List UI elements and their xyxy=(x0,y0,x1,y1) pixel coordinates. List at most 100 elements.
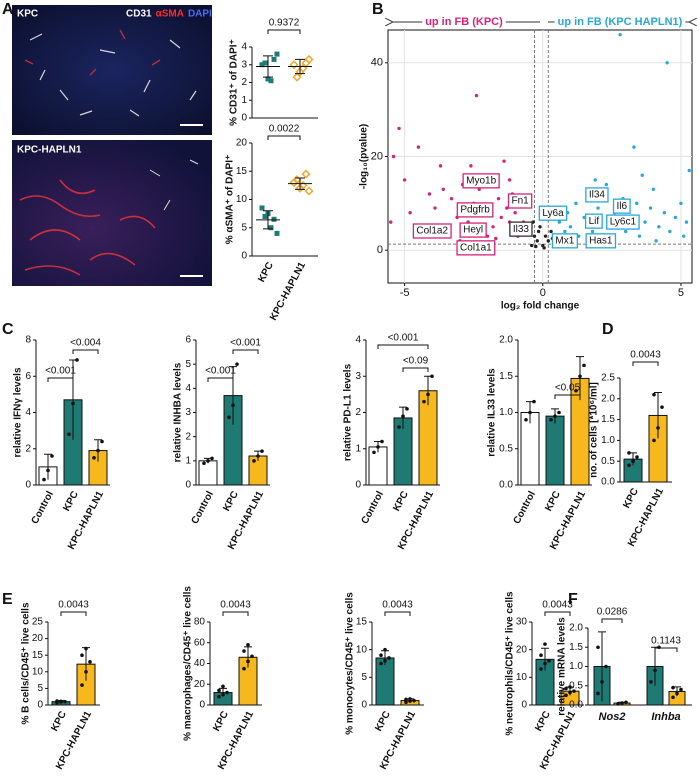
data-point xyxy=(564,686,568,691)
data-point xyxy=(221,692,225,697)
error-bar xyxy=(244,646,252,658)
y-tick-label: 6 xyxy=(25,371,31,382)
data-point xyxy=(246,643,250,647)
y-axis-title: relative PD-L1 levels xyxy=(343,363,354,461)
data-point xyxy=(271,56,277,62)
data-point xyxy=(502,159,506,163)
data-point xyxy=(557,220,562,224)
data-point xyxy=(55,699,59,703)
gene-label-box xyxy=(585,233,617,249)
y-tick-label: 5 xyxy=(361,672,367,683)
data-point xyxy=(88,660,92,664)
significance-bracket xyxy=(384,611,411,616)
y-axis-title: % monocytes/CD45⁺ live cells xyxy=(345,592,356,735)
header: up in FB (KPC HAPLN1) xyxy=(558,16,683,28)
data-point xyxy=(250,654,254,659)
data-point xyxy=(623,229,628,234)
data-point xyxy=(496,196,501,201)
y-tick-label: 3 xyxy=(241,59,247,70)
y-axis-title: % αSMA⁺ of DAPI⁺ xyxy=(225,155,236,244)
y-tick-label: 0.5 xyxy=(499,443,513,454)
data-point xyxy=(449,196,454,201)
gene-label-box xyxy=(456,202,494,218)
data-point xyxy=(67,432,71,437)
y-tick-label: 15 xyxy=(32,650,44,661)
data-point xyxy=(549,417,553,422)
y-tick-label: 1.0 xyxy=(499,407,513,418)
p-value: <0.004 xyxy=(70,338,101,349)
data-point xyxy=(80,683,84,687)
data-point xyxy=(513,211,517,215)
data-point xyxy=(433,206,437,210)
y-tick-label: 20 xyxy=(32,633,44,644)
y-axis-title: -log₁₀(pvalue) xyxy=(359,124,370,189)
data-point xyxy=(441,187,445,191)
data-point xyxy=(673,215,678,220)
data-point xyxy=(574,201,578,206)
panel-label: A xyxy=(2,1,14,18)
data-point xyxy=(206,459,210,463)
data-point xyxy=(494,236,498,241)
error-bar xyxy=(94,439,102,451)
error-bar xyxy=(44,453,52,467)
x-tick-label: 0 xyxy=(540,287,546,299)
data-point xyxy=(668,229,672,234)
y-tick-label: 20 xyxy=(194,679,206,690)
y-tick-label: 2 xyxy=(241,77,247,88)
p-value: 0.0286 xyxy=(597,607,628,618)
y-tick-label: 4 xyxy=(241,42,247,53)
significance-bracket xyxy=(267,135,301,140)
data-point xyxy=(295,183,305,193)
gene-label: Col1a1 xyxy=(460,243,492,254)
x-tick-label: -5 xyxy=(400,287,410,299)
data-point xyxy=(271,216,277,222)
data-point xyxy=(582,363,586,368)
data-point xyxy=(265,76,271,82)
x-tick-label: KPC xyxy=(49,709,69,733)
data-point xyxy=(75,358,79,362)
gene-label-box xyxy=(538,205,568,221)
data-point xyxy=(404,697,408,702)
data-point xyxy=(671,685,675,690)
data-point xyxy=(635,201,639,206)
data-point xyxy=(42,477,46,482)
y-tick-label: 0 xyxy=(241,113,247,124)
panel-label: F xyxy=(568,591,578,608)
gene-label-box xyxy=(456,240,496,256)
data-point xyxy=(50,454,54,458)
y-tick-label: 80 xyxy=(194,617,206,628)
data-point xyxy=(563,229,567,234)
data-point xyxy=(574,388,578,393)
data-point xyxy=(96,448,100,453)
data-point xyxy=(604,182,609,187)
gene-label: Mx1 xyxy=(555,235,574,246)
sd-whisker xyxy=(295,177,305,190)
significance-bracket xyxy=(554,394,581,399)
data-point xyxy=(274,51,280,57)
y-tick-label: 1.5 xyxy=(569,642,583,653)
data-point xyxy=(627,463,631,468)
gene-label: Il6 xyxy=(617,201,628,212)
p-value: <0.001 xyxy=(388,333,419,344)
data-point xyxy=(383,647,387,652)
y-tick-label: 15 xyxy=(356,617,368,628)
y-tick-label: 0 xyxy=(185,480,191,491)
data-point xyxy=(372,450,376,455)
data-point xyxy=(274,230,280,236)
y-tick-label: 0 xyxy=(361,700,367,711)
y-tick-label: 0.0 xyxy=(601,477,615,488)
y-tick-label: 20 xyxy=(516,644,528,655)
y-tick-label: 40 xyxy=(371,57,383,69)
data-point xyxy=(536,229,541,234)
p-value: 0.0043 xyxy=(630,350,661,361)
data-point xyxy=(259,62,265,68)
data-point xyxy=(292,175,302,185)
significance-bracket xyxy=(601,618,623,623)
y-axis-title: relative IL33 levels xyxy=(487,368,498,457)
data-point xyxy=(684,220,689,224)
data-point xyxy=(225,690,229,695)
data-point xyxy=(63,699,67,704)
data-point xyxy=(268,225,274,231)
y-tick-label: 1.0 xyxy=(601,435,615,446)
